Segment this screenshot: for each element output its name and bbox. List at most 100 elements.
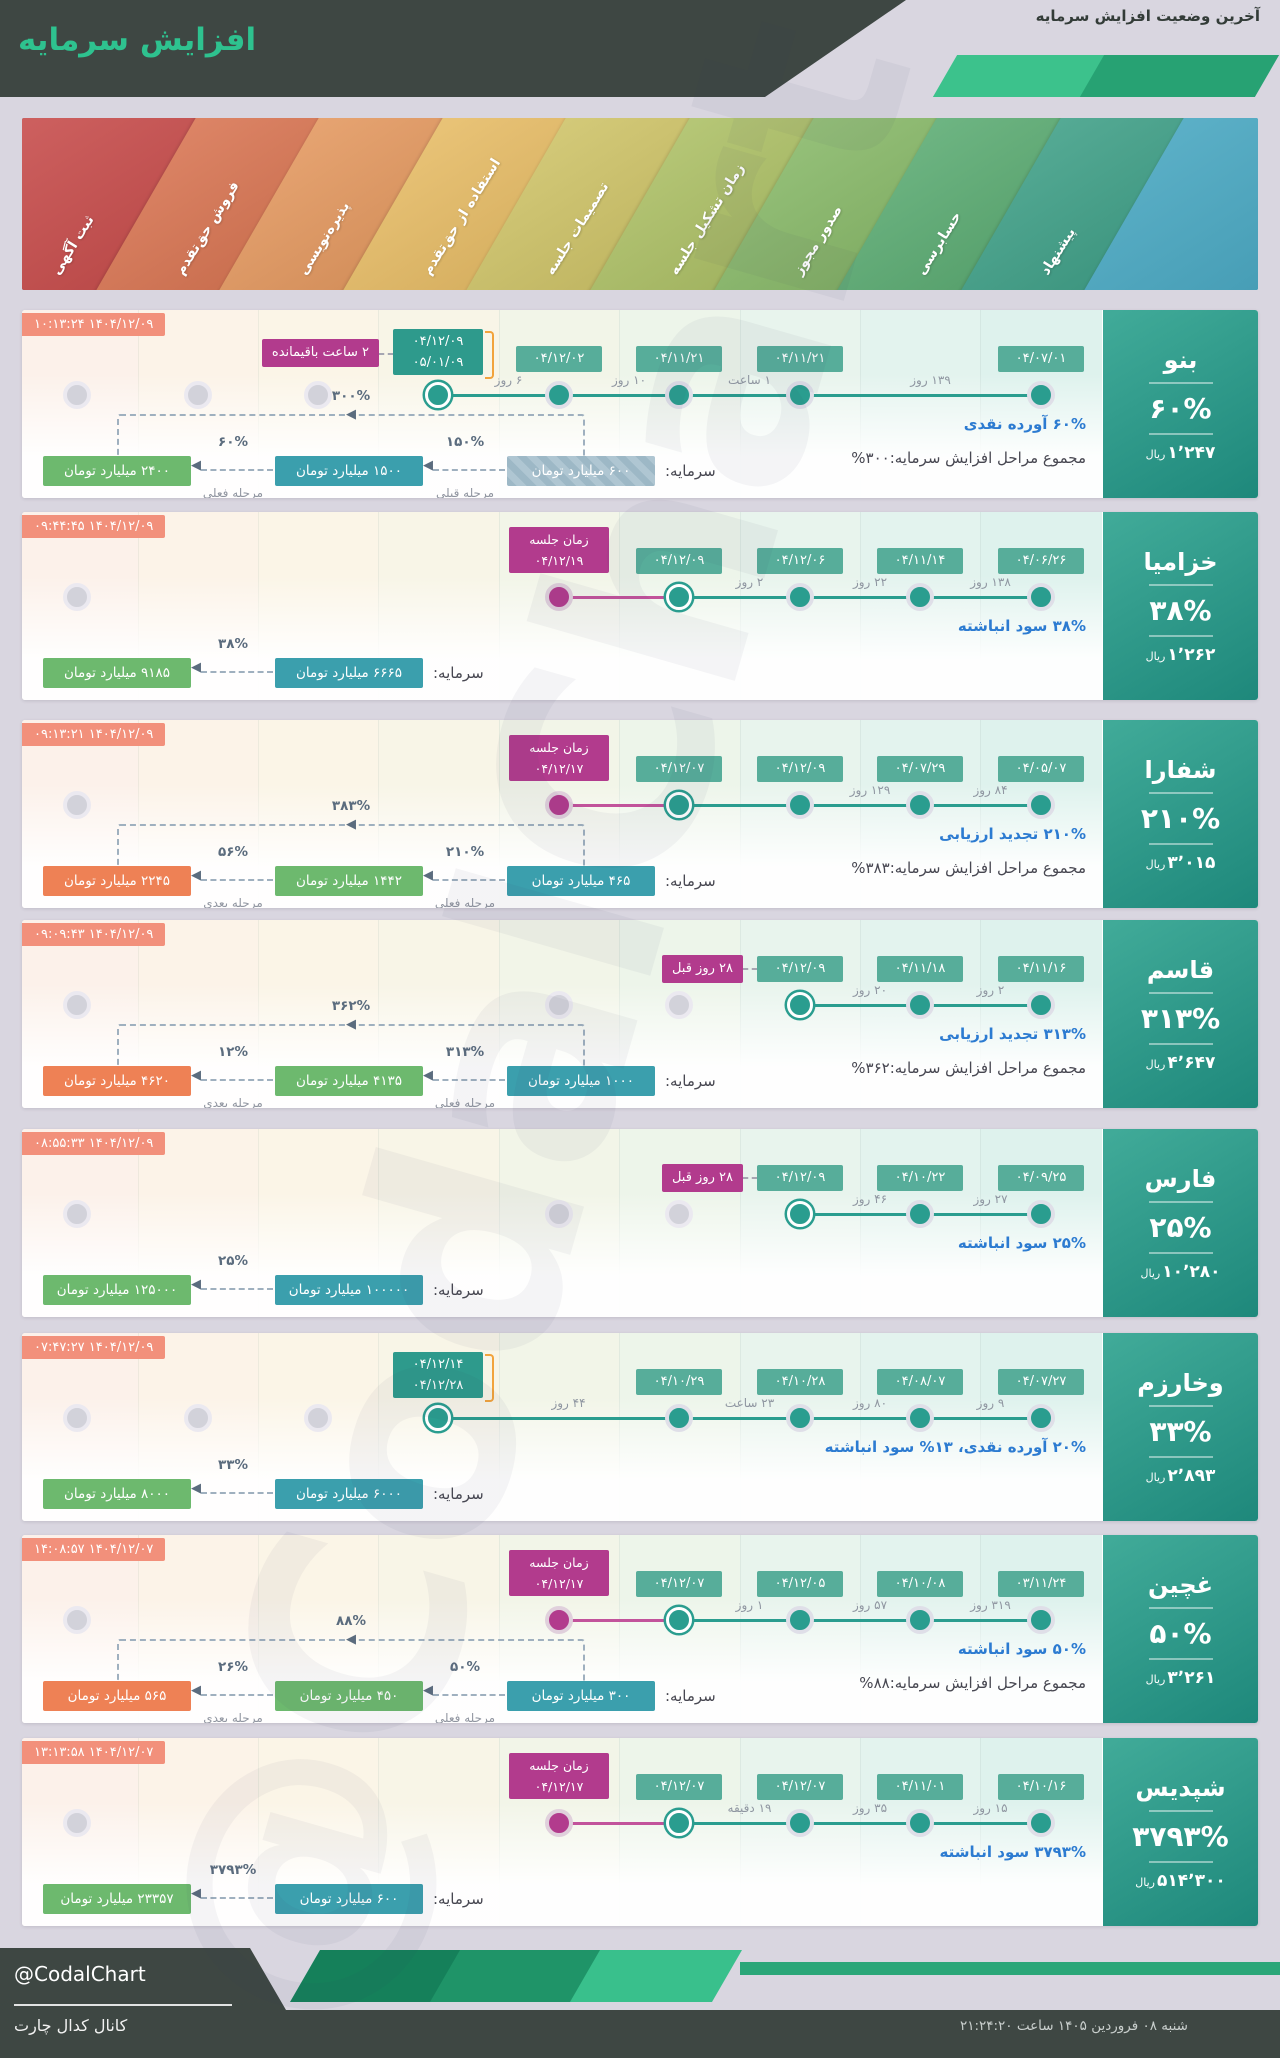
capital-badge: ۱۵۰۰ میلیارد تومان [275, 456, 423, 486]
active-date-line: ۰۴/۱۲/۲۸ [412, 1378, 464, 1393]
panel-divider [1148, 842, 1213, 845]
timeline-dot-active [787, 992, 813, 1018]
meeting-badge: زمان جلسه ۰۴/۱۲/۱۷ [509, 1550, 609, 1596]
timeline-dot-done [906, 1404, 934, 1432]
timeline-dot-meeting [545, 583, 573, 611]
capital-chain: ۵۶۵ میلیارد تومان ◀ ۲۶% مرحله بعدی ۴۵۰ میلیا… [43, 1659, 716, 1723]
panel-divider [1148, 381, 1213, 384]
chain-arrow-line [201, 1492, 273, 1494]
panel-divider [1148, 1251, 1213, 1254]
timeline-dot-pending [665, 1200, 693, 1228]
timestamp-badge: ۱۴۰۴/۱۲/۰۷ ۱۳:۱۳:۵۸ [22, 1741, 166, 1764]
chain-arrow-line [201, 1288, 273, 1290]
timeline-dot-pending [304, 381, 332, 409]
duration-label: ۹ روز [976, 1396, 1005, 1410]
chain-stage-tag: مرحله بعدی [203, 1096, 263, 1108]
percent-value: ۳۱۳% [1140, 1001, 1221, 1035]
duration-label: ۱۵ روز [973, 1801, 1008, 1815]
capital-base-badge: ۳۰۰ میلیارد تومان [507, 1681, 655, 1711]
timeline-dot-done [1027, 791, 1055, 819]
timeline-dot-pending [63, 791, 91, 819]
active-date-badge: ۰۴/۱۲/۰۷ [636, 1774, 722, 1800]
timeline-meeting-line [559, 1822, 679, 1825]
note-total: مجموع مراحل افزایش سرمایه:۸۸% [859, 1674, 1086, 1692]
capital-label: سرمایه: [665, 1687, 716, 1705]
chain-arrow: ◀ ۳۸% [191, 636, 275, 688]
price-unit: ریال [1145, 857, 1166, 871]
chain-arrow-head: ◀ [423, 1683, 433, 1698]
chain-bracket: ◀ ۳۶۲% [117, 998, 585, 1068]
capital-base-badge: ۱۰۰۰ میلیارد تومان [507, 1066, 655, 1096]
chain-arrow-head: ◀ [423, 1068, 433, 1083]
date-badge: ۰۴/۱۱/۱۸ [877, 956, 963, 982]
chain-stage-tag: مرحله فعلی [434, 1096, 496, 1108]
chain-arrow-line [433, 1694, 505, 1696]
note-total: مجموع مراحل افزایش سرمایه:۳۰۰% [851, 449, 1086, 467]
chain-arrow-head: ◀ [191, 1277, 201, 1292]
company-panel: خزامیا ۳۸% ۱٬۲۶۲ریال [1103, 512, 1258, 700]
active-date-line: ۰۵/۰۱/۰۹ [412, 355, 464, 370]
company-row: ۰۴/۱۰/۲۹ ۰۴/۱۰/۲۸ ۰۴/۰۸/۰۷ ۰۴/۰۷/۲۷ ۰۴/۱۲/۱۴… [22, 1333, 1258, 1521]
capital-badge: ۲۴۰۰ میلیارد تومان [43, 456, 191, 486]
company-panel: فارس ۲۵% ۱۰٬۲۸۰ریال [1103, 1129, 1258, 1317]
timestamp-badge: ۱۴۰۴/۱۲/۰۹ ۱۰:۱۳:۲۴ [22, 313, 166, 336]
footer-handle: @CodalChart [14, 1962, 146, 1986]
panel-divider [1148, 1455, 1213, 1458]
timeline-dot-pending [665, 991, 693, 1019]
timeline-dot-meeting [545, 791, 573, 819]
chain-bracket: ◀ ۳۸۳% [117, 798, 585, 868]
chain-total-percent: ۳۶۲% [331, 998, 371, 1014]
price-value: ۵۱۴٬۳۰۰ریال [1135, 1870, 1226, 1891]
chain-arrow-percent: ۱۵۰% [445, 434, 485, 450]
decor-parallelogram [1079, 55, 1280, 97]
price-value: ۳٬۲۶۱ریال [1145, 1667, 1216, 1688]
duration-label: ۳۱۹ روز [970, 1598, 1011, 1612]
duration-label: ۲۳ ساعت [724, 1396, 775, 1410]
date-badge: ۰۴/۱۲/۰۲ [516, 346, 602, 372]
chain-arrow-head: ◀ [423, 458, 433, 473]
duration-label: ۱۹ دقیقه [727, 1801, 772, 1815]
chain-stage-tag: مرحله فعلی [202, 486, 264, 498]
timeline-dot-done [906, 1200, 934, 1228]
chain-stage-tag: مرحله بعدی [203, 1711, 263, 1723]
timeline-dot-pending [184, 1404, 212, 1432]
alert-badge: ۲۸ روز قبل [661, 955, 743, 983]
price-value: ۳٬۰۱۵ریال [1145, 852, 1216, 873]
company-panel: غچین ۵۰% ۳٬۲۶۱ریال [1103, 1535, 1258, 1723]
chain-arrow-head: ◀ [191, 1886, 201, 1901]
chain-arrow-line [433, 879, 505, 881]
note-blue: ۵۰% سود انباشته [957, 1640, 1086, 1658]
active-date-line: ۰۴/۱۲/۱۴ [412, 1357, 464, 1372]
capital-badge: ۴۶۲۰ میلیارد تومان [43, 1066, 191, 1096]
active-date-line: ۰۴/۱۲/۰۹ [412, 334, 464, 349]
capital-chain: ۲۴۰۰ میلیارد تومان ◀ ۶۰% مرحله فعلی ۱۵۰۰ میل… [43, 434, 716, 498]
note-blue: ۳۷۹۳% سود انباشته [939, 1843, 1086, 1861]
chain-total-percent: ۸۸% [335, 1613, 367, 1629]
meeting-badge-title: زمان جلسه [529, 1555, 589, 1570]
chain-stage-tag: مرحله بعدی [203, 896, 263, 908]
capital-label: سرمایه: [665, 462, 716, 480]
duration-label: ۴۴ روز [551, 1396, 586, 1410]
chain-arrow: ◀ ۱۵۰% مرحله قبلی [423, 434, 507, 498]
header: افزایش سرمایه آخرین وضعیت افزایش سرمایه [0, 0, 1280, 97]
timeline-dot-done [1027, 381, 1055, 409]
chain-arrow-percent: ۲۵% [217, 1253, 248, 1269]
footer: @CodalChart کانال کدال چارت شنبه ۰۸ فرور… [0, 1948, 1280, 2058]
panel-divider [1148, 1200, 1213, 1203]
price-value: ۴٬۶۴۷ریال [1145, 1052, 1216, 1073]
timeline-dot-pending [63, 1404, 91, 1432]
percent-value: ۳۷۹۳% [1132, 1819, 1229, 1853]
note-total: مجموع مراحل افزایش سرمایه:۳۸۳% [851, 859, 1086, 877]
chain-bracket-head: ◀ [346, 817, 356, 832]
chain-arrow-percent: ۵۰% [449, 1659, 480, 1675]
footer-divider [14, 2004, 232, 2006]
company-name: فارس [1144, 1164, 1217, 1193]
date-badge: ۰۴/۰۶/۲۶ [998, 548, 1084, 574]
timeline-line [679, 804, 1041, 807]
note-blue: ۲۰% آورده نقدی، ۱۳% سود انباشته [824, 1438, 1086, 1456]
alert-connector [379, 353, 393, 355]
chain-arrow-percent: ۳۳% [217, 1457, 248, 1473]
company-row: زمان جلسه ۰۴/۱۲/۱۹ ۰۴/۱۲/۰۶ ۰۴/۱۱/۱۴ ۰۴/۰۶/۲… [22, 512, 1258, 700]
timeline-dot-done [906, 791, 934, 819]
